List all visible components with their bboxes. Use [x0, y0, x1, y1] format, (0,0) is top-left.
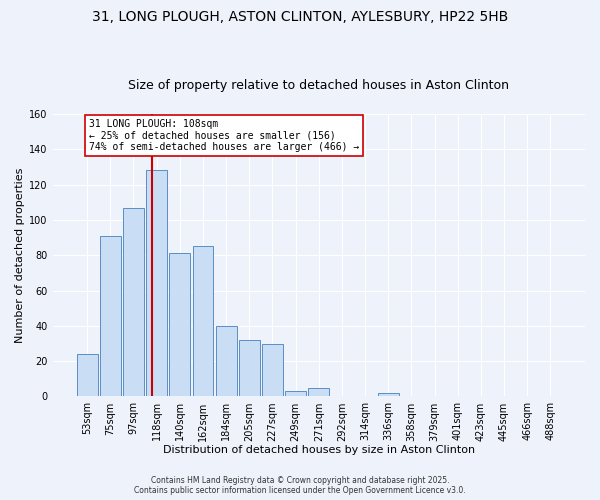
- Bar: [239, 340, 260, 396]
- Bar: [146, 170, 167, 396]
- X-axis label: Distribution of detached houses by size in Aston Clinton: Distribution of detached houses by size …: [163, 445, 475, 455]
- Bar: [285, 391, 306, 396]
- Text: 31 LONG PLOUGH: 108sqm
← 25% of detached houses are smaller (156)
74% of semi-de: 31 LONG PLOUGH: 108sqm ← 25% of detached…: [89, 120, 359, 152]
- Title: Size of property relative to detached houses in Aston Clinton: Size of property relative to detached ho…: [128, 79, 509, 92]
- Bar: [308, 388, 329, 396]
- Bar: [77, 354, 98, 397]
- Bar: [123, 208, 144, 396]
- Bar: [215, 326, 236, 396]
- Text: 31, LONG PLOUGH, ASTON CLINTON, AYLESBURY, HP22 5HB: 31, LONG PLOUGH, ASTON CLINTON, AYLESBUR…: [92, 10, 508, 24]
- Bar: [378, 393, 398, 396]
- Text: Contains HM Land Registry data © Crown copyright and database right 2025.
Contai: Contains HM Land Registry data © Crown c…: [134, 476, 466, 495]
- Bar: [262, 344, 283, 396]
- Y-axis label: Number of detached properties: Number of detached properties: [15, 168, 25, 343]
- Bar: [100, 236, 121, 396]
- Bar: [193, 246, 214, 396]
- Bar: [169, 254, 190, 396]
